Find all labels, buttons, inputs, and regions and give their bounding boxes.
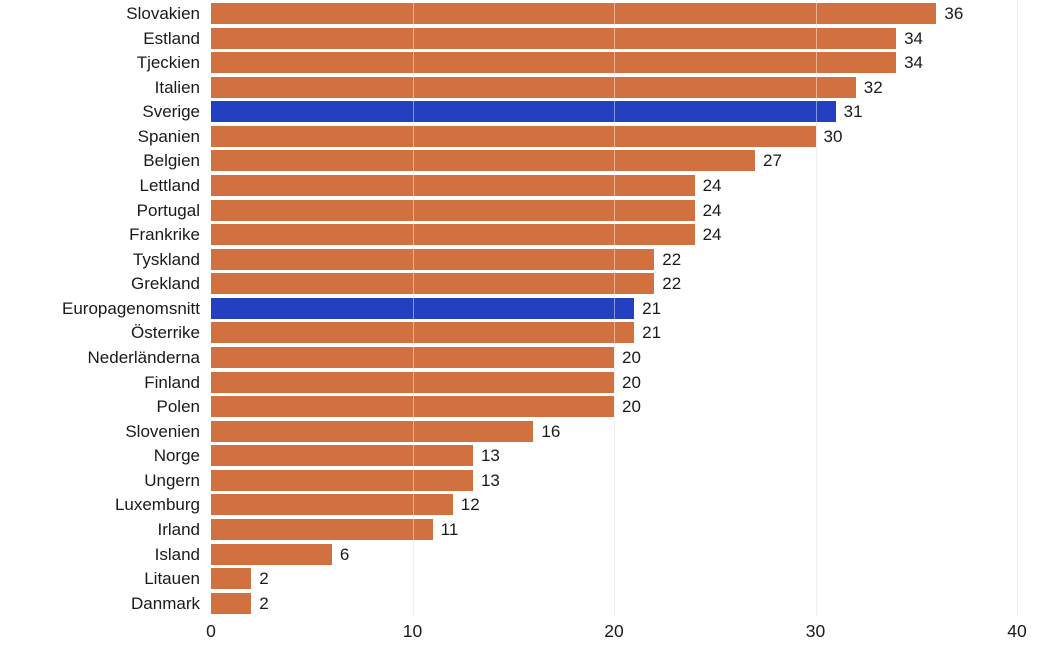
gridline-overlay <box>815 0 817 617</box>
bar <box>211 543 332 565</box>
bar <box>211 518 433 540</box>
category-label: Spanien <box>137 126 200 146</box>
category-label: Luxemburg <box>114 495 200 515</box>
bar <box>211 469 473 491</box>
bar <box>211 174 695 196</box>
bar <box>211 346 614 368</box>
value-label: 20 <box>622 347 641 367</box>
bar <box>211 396 614 418</box>
x-axis-tick-label: 20 <box>604 621 624 641</box>
bar <box>211 125 816 147</box>
gridline-overlay <box>412 0 414 617</box>
category-label: Irland <box>157 519 200 539</box>
value-label: 2 <box>259 593 269 613</box>
bar <box>211 52 897 74</box>
bar <box>211 494 453 516</box>
bar <box>211 322 635 344</box>
value-label: 21 <box>642 323 662 343</box>
category-label: Belgien <box>143 151 200 171</box>
value-label: 30 <box>823 126 843 146</box>
value-label: 2 <box>259 569 269 589</box>
bar <box>211 76 856 98</box>
bar <box>211 150 756 172</box>
value-label: 34 <box>904 53 924 73</box>
category-label: Finland <box>144 372 200 392</box>
value-label: 22 <box>662 249 682 269</box>
category-label: Grekland <box>131 274 200 294</box>
value-label: 12 <box>460 495 480 515</box>
x-axis-tick-label: 30 <box>805 621 826 641</box>
gridline <box>1017 0 1018 617</box>
x-axis-tick-label: 40 <box>1007 621 1027 641</box>
value-label: 16 <box>541 421 561 441</box>
value-label: 24 <box>702 225 722 245</box>
bar <box>211 27 897 49</box>
value-label: 22 <box>662 274 682 294</box>
value-label: 20 <box>622 397 641 417</box>
category-label: Tyskland <box>132 249 200 269</box>
bar <box>211 248 655 270</box>
category-label: Ungern <box>144 470 200 490</box>
category-label: Portugal <box>136 200 200 220</box>
category-label: Litauen <box>144 569 200 589</box>
value-label: 34 <box>904 28 924 48</box>
category-label: Frankrike <box>129 225 200 245</box>
category-label: Europagenomsnitt <box>62 298 200 318</box>
value-label: 6 <box>339 544 350 564</box>
bar <box>211 224 695 246</box>
gridline <box>815 0 817 617</box>
x-axis-tick-label: 10 <box>402 621 423 641</box>
value-label: 20 <box>622 372 641 392</box>
bar <box>211 273 655 295</box>
category-label: Slovakien <box>126 4 200 23</box>
category-label: Danmark <box>131 593 200 613</box>
value-label: 24 <box>702 175 722 195</box>
gridline-overlay <box>614 0 615 617</box>
value-label: 13 <box>480 446 500 466</box>
value-label: 11 <box>440 519 459 539</box>
category-label: Tjeckien <box>136 53 200 73</box>
bar <box>211 3 937 24</box>
category-label: Estland <box>143 28 200 48</box>
value-label: 21 <box>642 298 662 318</box>
category-label: Nederländerna <box>87 347 200 367</box>
bar <box>211 199 695 221</box>
bar-highlighted <box>211 297 635 319</box>
bar-highlighted <box>211 101 836 123</box>
bar <box>211 568 252 590</box>
value-label: 27 <box>763 151 782 171</box>
bar <box>211 592 252 614</box>
value-label: 13 <box>480 470 500 490</box>
gridline-overlay <box>1017 0 1018 617</box>
category-label: Norge <box>153 446 200 466</box>
category-label: Italien <box>154 77 200 97</box>
category-label: Island <box>154 544 200 564</box>
category-label: Slovenien <box>125 421 200 441</box>
x-axis-tick-label: 0 <box>206 621 216 641</box>
value-label: 31 <box>843 102 863 122</box>
value-label: 36 <box>944 4 964 23</box>
category-label: Polen <box>156 397 200 417</box>
category-label: Sverige <box>142 102 200 122</box>
category-label: Lettland <box>139 175 201 195</box>
category-label: Österrike <box>131 323 200 343</box>
value-label: 24 <box>702 200 722 220</box>
bar <box>211 445 473 467</box>
value-label: 32 <box>863 77 883 97</box>
bar <box>211 420 534 442</box>
bar <box>211 371 614 393</box>
